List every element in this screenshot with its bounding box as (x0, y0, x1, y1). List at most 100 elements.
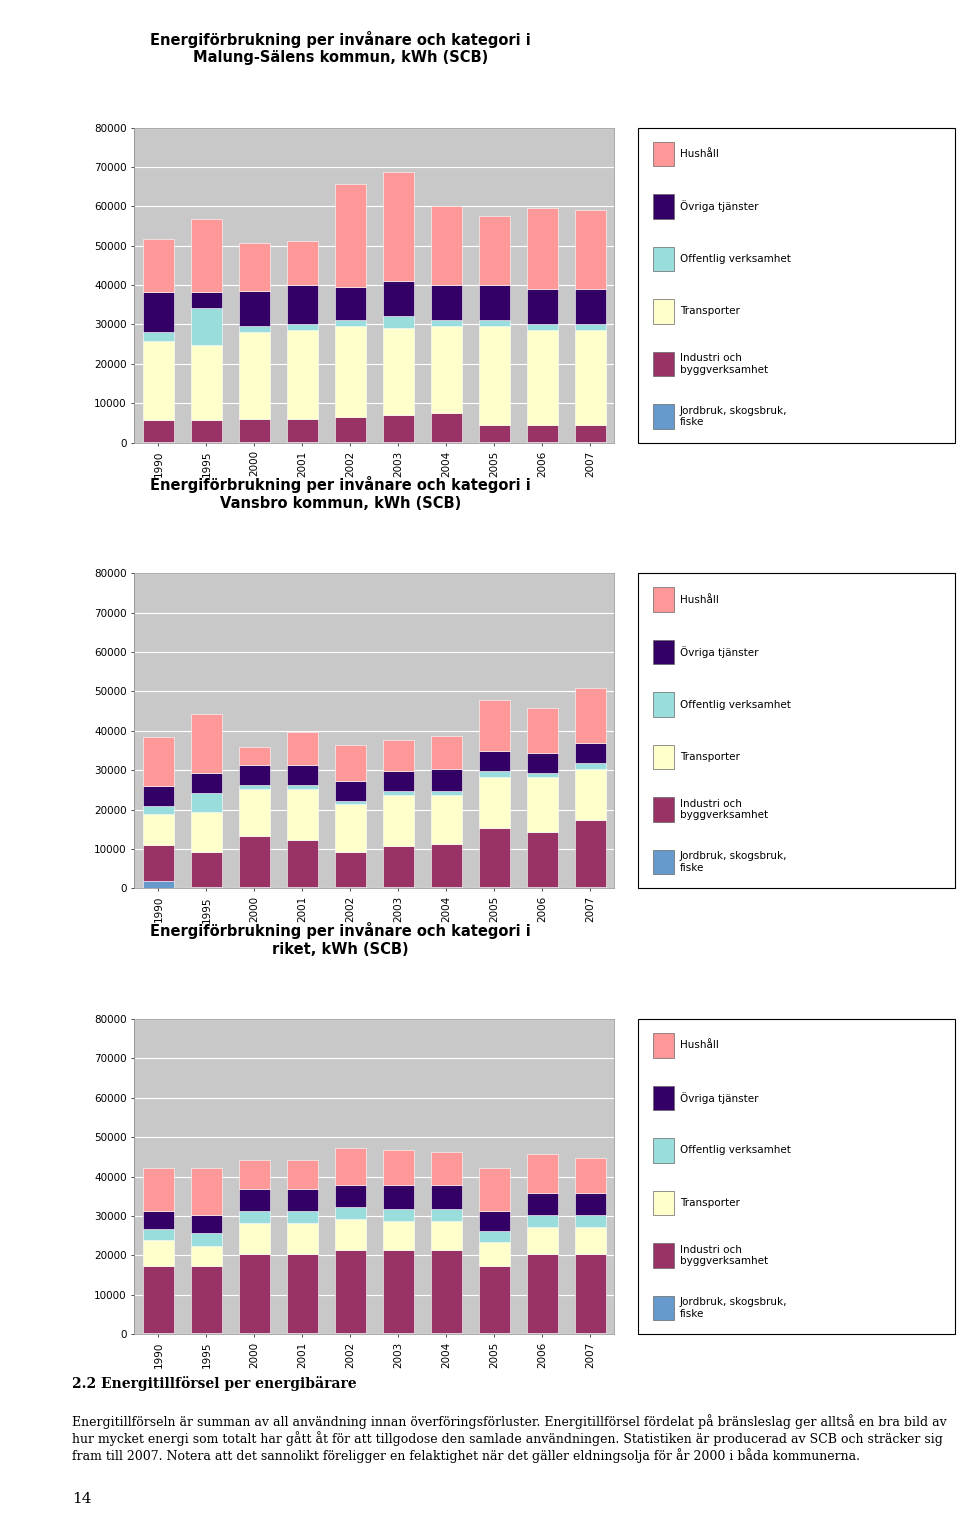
Bar (287, 330, 318, 418)
Text: Hushåll: Hushåll (680, 1041, 718, 1050)
Text: 2.2 Energitillförsel per energibärare: 2.2 Energitillförsel per energibärare (72, 1376, 356, 1391)
Bar (575, 744, 606, 764)
Bar (575, 1227, 606, 1254)
Bar (527, 289, 558, 324)
Bar (335, 801, 366, 804)
Text: Energiförbrukning per invånare och kategori i
riket, kWh (SCB): Energiförbrukning per invånare och kateg… (151, 922, 531, 956)
Bar (383, 1150, 414, 1185)
Bar (335, 320, 366, 326)
Bar (431, 284, 462, 320)
Text: Hushåll: Hushåll (680, 595, 718, 604)
Bar (239, 243, 270, 290)
Bar (191, 420, 222, 441)
Bar (287, 1159, 318, 1190)
Bar (143, 881, 174, 888)
Bar (479, 424, 510, 443)
Bar (191, 346, 222, 420)
Text: Jordbruk, skogsbruk,
fiske: Jordbruk, skogsbruk, fiske (680, 1297, 787, 1319)
Text: Energitillförseln är summan av all användning innan överföringsförluster. Energi: Energitillförseln är summan av all använ… (72, 1414, 947, 1463)
Bar (335, 184, 366, 287)
Bar (431, 844, 462, 887)
Bar (575, 424, 606, 443)
Bar (191, 1214, 222, 1233)
Bar (143, 1228, 174, 1240)
Bar (527, 207, 558, 289)
Bar (143, 805, 174, 813)
Text: Industri och
byggverksamhet: Industri och byggverksamhet (680, 799, 768, 821)
Bar (239, 1159, 270, 1190)
Bar (239, 785, 270, 788)
Text: Energiförbrukning per invånare och kategori i
Vansbro kommun, kWh (SCB): Energiförbrukning per invånare och kateg… (151, 476, 531, 510)
Bar (431, 1210, 462, 1220)
Bar (335, 804, 366, 851)
Bar (287, 1211, 318, 1222)
Bar (431, 320, 462, 326)
Bar (287, 732, 318, 765)
Bar (143, 736, 174, 785)
Bar (143, 420, 174, 441)
Bar (143, 332, 174, 341)
Bar (143, 1266, 174, 1333)
Bar (143, 785, 174, 805)
Bar (575, 324, 606, 330)
Text: Industri och
byggverksamhet: Industri och byggverksamhet (680, 354, 768, 375)
Bar (239, 418, 270, 443)
Bar (479, 326, 510, 424)
Bar (287, 839, 318, 887)
Bar (479, 1242, 510, 1266)
Bar (239, 332, 270, 418)
Bar (239, 765, 270, 785)
Bar (287, 765, 318, 785)
Bar (383, 1210, 414, 1220)
Bar (575, 1214, 606, 1227)
Bar (479, 1231, 510, 1242)
Bar (287, 1254, 318, 1333)
Text: Övriga tjänster: Övriga tjänster (680, 646, 758, 658)
Bar (143, 1168, 174, 1211)
Bar (527, 773, 558, 776)
Text: Jordbruk, skogsbruk,
fiske: Jordbruk, skogsbruk, fiske (680, 851, 787, 873)
Bar (239, 1190, 270, 1211)
Bar (575, 1254, 606, 1333)
Text: Offentlig verksamhet: Offentlig verksamhet (680, 254, 790, 264)
Bar (335, 326, 366, 417)
Bar (431, 1250, 462, 1333)
Bar (239, 1254, 270, 1333)
Bar (575, 821, 606, 887)
Bar (527, 330, 558, 424)
Bar (383, 317, 414, 327)
Bar (287, 418, 318, 443)
Text: Övriga tjänster: Övriga tjänster (680, 1091, 758, 1104)
Bar (287, 324, 318, 330)
Bar (335, 287, 366, 320)
Bar (431, 326, 462, 413)
Bar (479, 284, 510, 320)
Text: Övriga tjänster: Övriga tjänster (680, 200, 758, 212)
Bar (383, 172, 414, 281)
Text: Transporter: Transporter (680, 306, 739, 317)
Bar (191, 1168, 222, 1214)
Bar (527, 776, 558, 832)
Bar (383, 281, 414, 317)
Bar (335, 851, 366, 887)
Bar (191, 773, 222, 793)
Text: Transporter: Transporter (680, 1197, 739, 1208)
Bar (527, 1193, 558, 1214)
Bar (143, 813, 174, 845)
Text: Offentlig verksamhet: Offentlig verksamhet (680, 1145, 790, 1156)
Bar (383, 795, 414, 845)
Bar (239, 1211, 270, 1222)
Bar (527, 1214, 558, 1227)
Text: Offentlig verksamhet: Offentlig verksamhet (680, 699, 790, 710)
Bar (143, 240, 174, 292)
Text: 14: 14 (72, 1492, 91, 1506)
Bar (479, 772, 510, 776)
Bar (527, 324, 558, 330)
Bar (239, 1222, 270, 1254)
Text: Energiförbrukning per invånare och kategori i
Malung-Sälens kommun, kWh (SCB): Energiförbrukning per invånare och kateg… (151, 31, 531, 65)
Bar (335, 1250, 366, 1333)
Bar (335, 781, 366, 801)
Bar (383, 845, 414, 887)
Bar (479, 1211, 510, 1231)
Bar (191, 1266, 222, 1333)
